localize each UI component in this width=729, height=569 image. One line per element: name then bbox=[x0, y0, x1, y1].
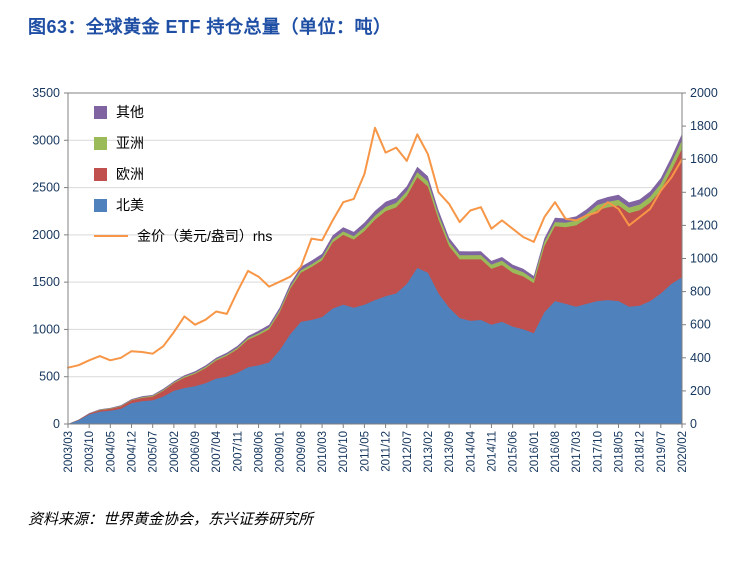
stacked-area-chart-canvas: 0 500 1000 1500 2000 2500 3000 3500 0 200 400 600 80… bbox=[32, 86, 718, 473]
legend-label-europe: 欧洲 bbox=[116, 166, 144, 182]
svg-text:1500: 1500 bbox=[32, 275, 60, 289]
svg-text:2011/05: 2011/05 bbox=[359, 431, 371, 472]
svg-text:2009/01: 2009/01 bbox=[275, 431, 287, 473]
svg-text:2010/10: 2010/10 bbox=[338, 431, 350, 473]
legend-swatch-north-america-icon bbox=[94, 198, 107, 212]
svg-text:2018/05: 2018/05 bbox=[613, 431, 625, 473]
svg-text:500: 500 bbox=[39, 370, 60, 384]
svg-text:0: 0 bbox=[53, 417, 60, 431]
svg-text:2016/08: 2016/08 bbox=[550, 431, 562, 473]
svg-text:800: 800 bbox=[690, 285, 711, 299]
legend-label-north-america: 北美 bbox=[116, 197, 144, 213]
svg-text:2000: 2000 bbox=[32, 228, 60, 242]
svg-text:2000: 2000 bbox=[690, 86, 718, 100]
svg-text:3500: 3500 bbox=[32, 86, 60, 100]
svg-text:2009/08: 2009/08 bbox=[296, 431, 308, 473]
svg-text:2018/12: 2018/12 bbox=[635, 431, 647, 473]
svg-text:2017/10: 2017/10 bbox=[592, 431, 604, 473]
svg-text:2013/09: 2013/09 bbox=[444, 431, 456, 473]
svg-text:1000: 1000 bbox=[32, 322, 60, 336]
svg-text:2014/04: 2014/04 bbox=[465, 430, 477, 472]
svg-text:1800: 1800 bbox=[690, 119, 718, 133]
figure-title: 图63：全球黄金 ETF 持仓总量（单位：吨） bbox=[28, 17, 392, 37]
svg-text:1400: 1400 bbox=[690, 185, 718, 199]
legend-item-other: 其他 bbox=[94, 102, 272, 122]
svg-text:2020/02: 2020/02 bbox=[677, 431, 689, 473]
svg-text:1000: 1000 bbox=[690, 252, 718, 266]
svg-text:2007/04: 2007/04 bbox=[211, 430, 223, 472]
svg-text:3000: 3000 bbox=[32, 133, 60, 147]
svg-text:2010/03: 2010/03 bbox=[317, 431, 329, 473]
svg-text:2004/12: 2004/12 bbox=[127, 431, 139, 473]
legend-item-gold-price: 金价（美元/盎司）rhs bbox=[94, 226, 272, 246]
svg-text:2006/09: 2006/09 bbox=[190, 431, 202, 473]
svg-text:2006/02: 2006/02 bbox=[169, 431, 181, 473]
svg-text:600: 600 bbox=[690, 318, 711, 332]
legend-swatch-europe-icon bbox=[94, 167, 107, 181]
chart-legend: 其他 亚洲 欧洲 北美 金价（美元/盎司）rhs bbox=[94, 102, 272, 246]
legend-item-north-america: 北美 bbox=[94, 195, 272, 215]
legend-item-europe: 欧洲 bbox=[94, 164, 272, 184]
legend-item-asia: 亚洲 bbox=[94, 133, 272, 153]
svg-text:0: 0 bbox=[690, 417, 697, 431]
svg-text:1600: 1600 bbox=[690, 152, 718, 166]
svg-text:2007/11: 2007/11 bbox=[232, 431, 244, 472]
svg-text:2013/02: 2013/02 bbox=[423, 431, 435, 473]
legend-label-asia: 亚洲 bbox=[116, 135, 144, 151]
svg-text:2016/01: 2016/01 bbox=[529, 431, 541, 473]
svg-text:2003/10: 2003/10 bbox=[84, 431, 96, 473]
svg-text:2014/11: 2014/11 bbox=[486, 431, 498, 472]
legend-swatch-other-icon bbox=[94, 105, 107, 119]
svg-text:2500: 2500 bbox=[32, 181, 60, 195]
svg-text:2008/06: 2008/06 bbox=[254, 431, 266, 473]
legend-label-gold-price: 金价（美元/盎司）rhs bbox=[137, 228, 273, 244]
svg-text:2017/03: 2017/03 bbox=[571, 431, 583, 473]
svg-text:1200: 1200 bbox=[690, 218, 718, 232]
svg-text:400: 400 bbox=[690, 351, 711, 365]
svg-text:2003/03: 2003/03 bbox=[63, 431, 75, 473]
svg-text:200: 200 bbox=[690, 384, 711, 398]
svg-text:2005/07: 2005/07 bbox=[148, 431, 160, 473]
svg-text:2019/07: 2019/07 bbox=[656, 431, 668, 473]
legend-line-sample-gold-icon bbox=[94, 234, 128, 238]
svg-text:2012/07: 2012/07 bbox=[402, 431, 414, 473]
source-note: 资料来源：世界黄金协会，东兴证券研究所 bbox=[28, 510, 314, 528]
svg-text:2011/12: 2011/12 bbox=[381, 431, 393, 472]
legend-label-other: 其他 bbox=[116, 104, 144, 120]
svg-text:2004/05: 2004/05 bbox=[105, 431, 117, 473]
svg-text:2015/06: 2015/06 bbox=[508, 431, 520, 473]
legend-swatch-asia-icon bbox=[94, 136, 107, 150]
